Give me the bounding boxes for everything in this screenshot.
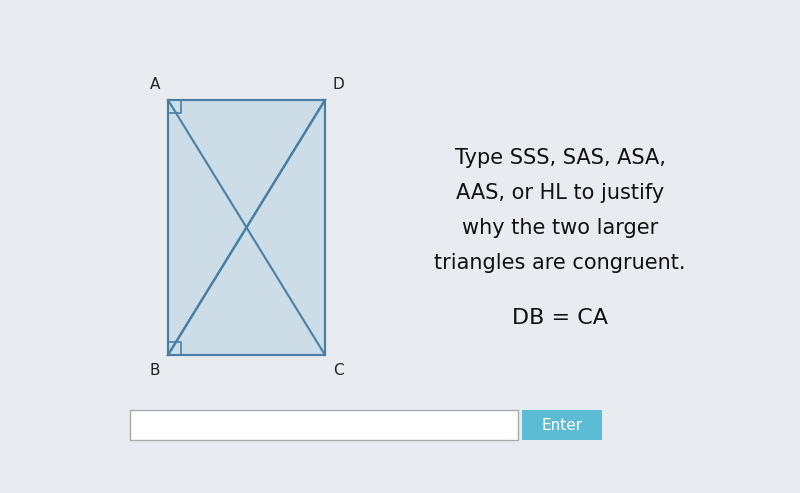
Text: DB = CA: DB = CA (512, 308, 608, 328)
Text: A: A (150, 77, 160, 92)
Polygon shape (168, 100, 325, 355)
Text: triangles are congruent.: triangles are congruent. (434, 253, 686, 273)
FancyBboxPatch shape (130, 410, 518, 440)
FancyBboxPatch shape (522, 410, 602, 440)
Text: why the two larger: why the two larger (462, 218, 658, 238)
Text: D: D (333, 77, 345, 92)
Text: AAS, or HL to justify: AAS, or HL to justify (456, 183, 664, 203)
Text: B: B (150, 363, 160, 378)
Polygon shape (168, 100, 325, 355)
Text: C: C (333, 363, 344, 378)
Text: Type SSS, SAS, ASA,: Type SSS, SAS, ASA, (454, 148, 666, 168)
Text: Enter: Enter (542, 418, 582, 432)
